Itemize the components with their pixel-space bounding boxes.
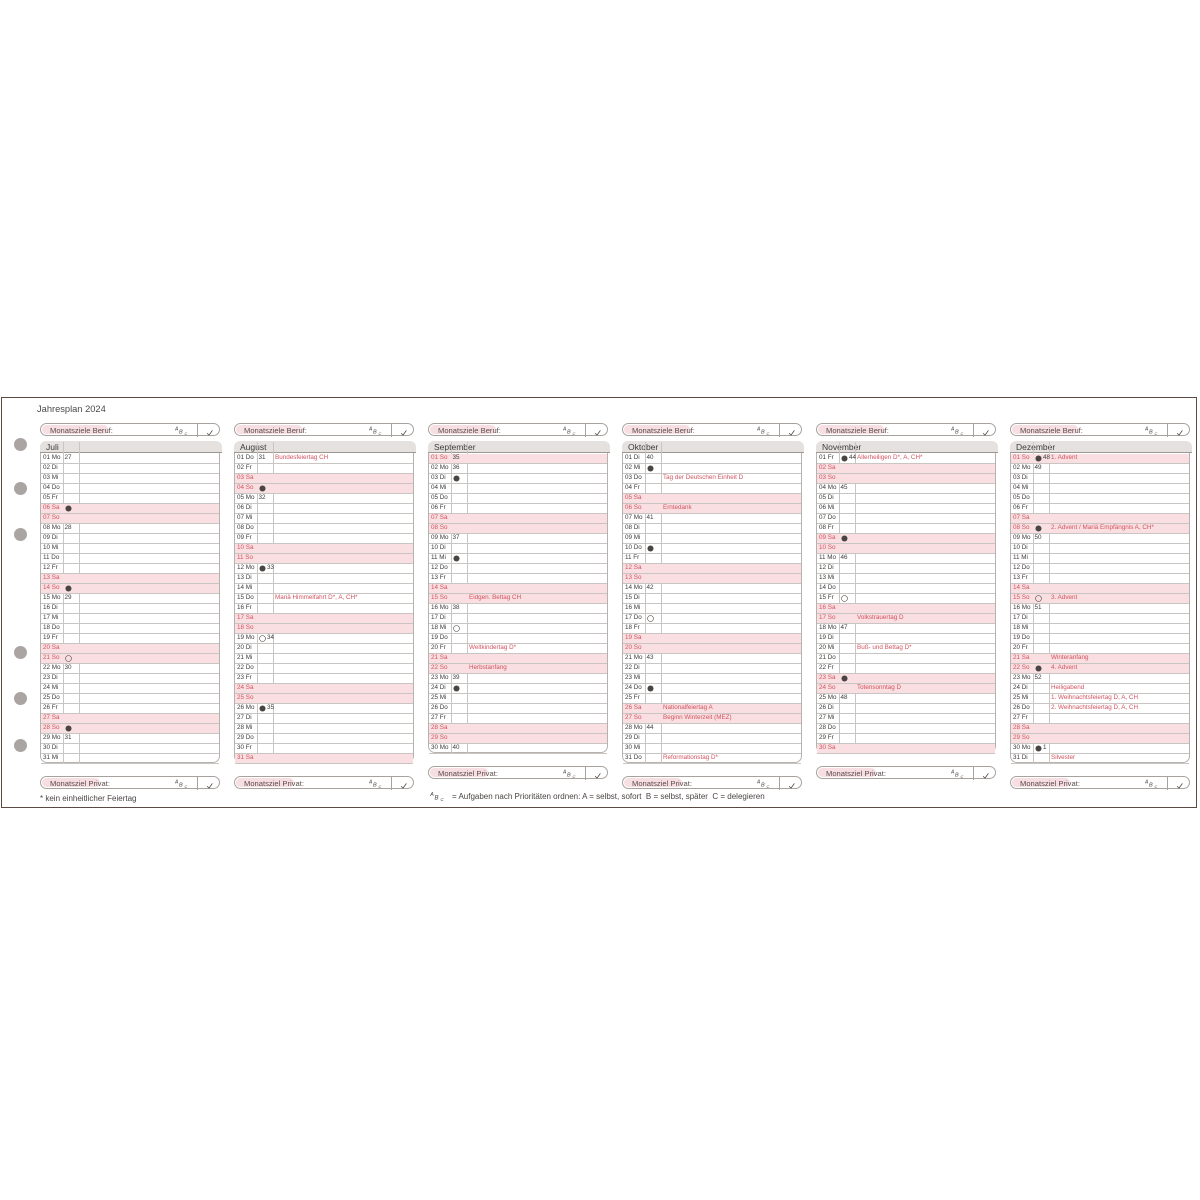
svg-text:B: B <box>955 773 959 779</box>
svg-text:C: C <box>1155 784 1158 789</box>
svg-text:A: A <box>369 780 373 786</box>
svg-text:C: C <box>1155 431 1158 436</box>
svg-text:B: B <box>373 783 377 789</box>
svg-text:A: A <box>175 780 179 786</box>
svg-text:C: C <box>767 784 770 789</box>
svg-text:B: B <box>435 795 439 801</box>
svg-text:A: A <box>1145 427 1149 433</box>
svg-text:A: A <box>369 427 373 433</box>
svg-text:B: B <box>567 430 571 436</box>
svg-text:C: C <box>573 774 576 779</box>
svg-text:B: B <box>179 783 183 789</box>
svg-text:A: A <box>757 427 761 433</box>
svg-text:C: C <box>961 774 964 779</box>
svg-text:B: B <box>955 430 959 436</box>
svg-text:B: B <box>761 430 765 436</box>
svg-text:C: C <box>379 784 382 789</box>
svg-text:B: B <box>761 783 765 789</box>
svg-text:A: A <box>951 427 955 433</box>
svg-text:B: B <box>1149 430 1153 436</box>
svg-text:A: A <box>430 792 434 798</box>
svg-text:A: A <box>563 770 567 776</box>
svg-text:B: B <box>567 773 571 779</box>
svg-text:C: C <box>961 431 964 436</box>
svg-text:A: A <box>563 427 567 433</box>
svg-text:A: A <box>951 770 955 776</box>
svg-text:A: A <box>757 780 761 786</box>
svg-text:C: C <box>185 431 188 436</box>
svg-text:A: A <box>175 427 179 433</box>
svg-text:A: A <box>1145 780 1149 786</box>
svg-text:C: C <box>573 431 576 436</box>
svg-text:C: C <box>767 431 770 436</box>
svg-text:C: C <box>185 784 188 789</box>
svg-text:B: B <box>373 430 377 436</box>
svg-text:C: C <box>441 797 445 802</box>
svg-text:B: B <box>179 430 183 436</box>
svg-text:C: C <box>379 431 382 436</box>
svg-text:B: B <box>1149 783 1153 789</box>
